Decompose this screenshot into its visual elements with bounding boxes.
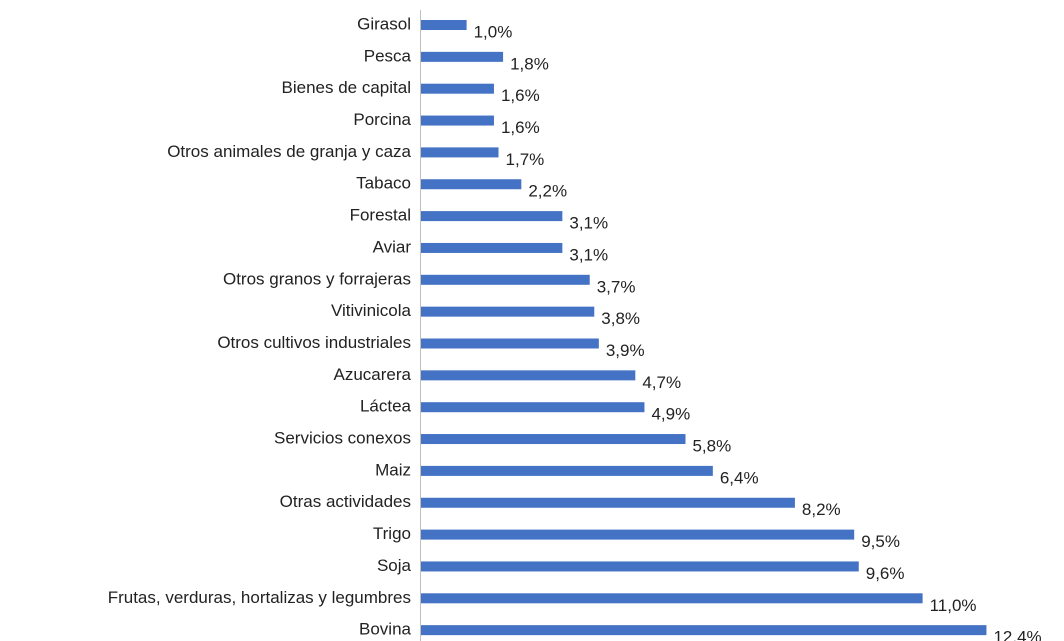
bar [421,179,522,190]
value-label: 1,8% [510,54,549,73]
category-label: Forestal [350,206,411,225]
bar [421,529,855,540]
bar [421,434,686,445]
category-label: Bienes de capital [282,78,411,97]
bar [421,20,467,30]
value-label: 2,2% [528,182,567,201]
bar [421,593,923,604]
category-label: Trigo [373,524,411,543]
category-label: Soja [377,556,412,575]
category-label: Otras actividades [280,492,411,511]
category-label: Frutas, verduras, hortalizas y legumbres [108,588,411,607]
category-label: Porcina [353,110,411,129]
category-label: Girasol [357,14,411,33]
category-label: Otros cultivos industriales [217,333,411,352]
bar [421,338,599,349]
bar [421,561,859,572]
value-label: 1,7% [506,150,545,169]
bar [421,465,713,476]
category-label: Láctea [360,397,412,416]
value-label: 3,8% [601,309,640,328]
category-label: Bovina [359,620,412,639]
value-label: 6,4% [720,468,759,487]
value-label: 3,1% [569,214,608,233]
category-label: Maiz [375,460,411,479]
value-label: 11,0% [930,596,977,615]
category-label: Tabaco [356,174,411,193]
value-label: 9,6% [866,564,905,583]
value-label: 3,1% [569,245,608,264]
value-label: 3,9% [606,341,645,360]
bar [421,147,499,158]
bar [421,370,636,381]
value-label: 12,4% [993,628,1041,641]
value-label: 8,2% [802,500,841,519]
value-label: 4,7% [642,373,681,392]
value-label: 3,7% [597,277,636,296]
bar [421,402,645,413]
value-label: 9,5% [861,532,900,551]
category-label: Servicios conexos [274,429,411,448]
bar [421,83,494,94]
category-label: Vitivinicola [331,301,412,320]
category-label: Otros animales de granja y caza [167,142,411,161]
value-label: 1,0% [474,22,513,41]
bar [421,51,504,62]
category-label: Pesca [364,46,412,65]
category-label: Aviar [373,237,412,256]
bar [421,497,795,508]
bar [421,625,987,636]
bar [421,242,563,253]
bar [421,115,494,126]
bar [421,306,595,317]
category-label: Otros granos y forrajeras [223,269,411,288]
value-label: 4,9% [651,405,690,424]
value-label: 1,6% [501,118,540,137]
category-label: Azucarera [334,365,412,384]
bar [421,211,563,222]
value-label: 5,8% [692,437,731,456]
bar [421,274,590,285]
value-label: 1,6% [501,86,540,105]
